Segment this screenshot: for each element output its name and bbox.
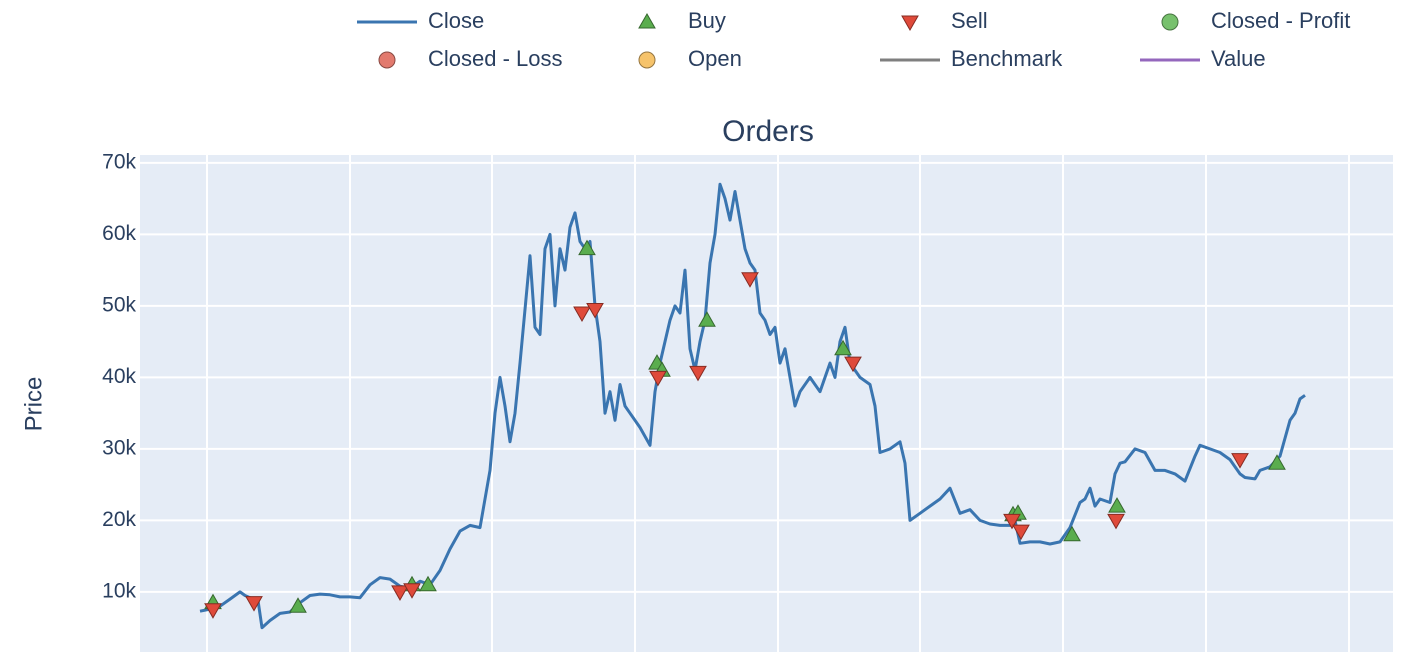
legend-label: Closed - Profit bbox=[1211, 8, 1350, 33]
order-marker bbox=[1268, 454, 1286, 470]
order-marker bbox=[689, 365, 707, 382]
order-marker bbox=[1107, 513, 1125, 530]
order-marker bbox=[586, 302, 604, 319]
order-marker bbox=[834, 339, 852, 356]
order-marker bbox=[1003, 513, 1021, 530]
legend-label: Buy bbox=[688, 8, 726, 33]
y-tick-label: 50k bbox=[102, 293, 136, 316]
order-marker bbox=[578, 239, 596, 256]
y-tick-label: 20k bbox=[102, 508, 136, 531]
y-tick-label: 30k bbox=[102, 436, 136, 459]
y-tick-label: 60k bbox=[102, 222, 136, 245]
legend-item: Close bbox=[357, 8, 484, 33]
order-marker bbox=[419, 575, 437, 592]
legend-label: Benchmark bbox=[951, 46, 1063, 71]
order-marker bbox=[649, 370, 667, 387]
legend-label: Value bbox=[1211, 46, 1266, 71]
legend-item: Benchmark bbox=[880, 46, 1063, 71]
y-tick-label: 10k bbox=[102, 579, 136, 602]
legend-swatch bbox=[1161, 13, 1179, 31]
y-axis-label: Price bbox=[20, 377, 47, 432]
close-line bbox=[199, 182, 1306, 630]
legend-item: Buy bbox=[638, 8, 726, 33]
order-marker bbox=[573, 306, 591, 323]
legend-label: Open bbox=[688, 46, 742, 71]
legend-item: Open bbox=[638, 46, 742, 71]
chart-title: Orders bbox=[722, 115, 814, 148]
y-tick-label: 40k bbox=[102, 365, 136, 388]
legend-swatch bbox=[378, 51, 396, 69]
legend-label: Sell bbox=[951, 8, 988, 33]
legend-item: Closed - Profit bbox=[1161, 8, 1350, 33]
plot-background bbox=[140, 155, 1393, 652]
legend-swatch bbox=[638, 51, 656, 69]
legend-item: Value bbox=[1140, 46, 1266, 71]
legend-label: Close bbox=[428, 8, 484, 33]
order-marker bbox=[698, 311, 716, 327]
order-marker bbox=[1063, 525, 1081, 542]
order-marker bbox=[403, 583, 421, 599]
legend-swatch bbox=[638, 12, 656, 29]
order-marker bbox=[391, 585, 409, 601]
order-marker bbox=[844, 356, 862, 373]
legend-item: Sell bbox=[901, 8, 988, 33]
legend-label: Closed - Loss bbox=[428, 46, 563, 71]
legend-swatch bbox=[901, 15, 919, 32]
legend-item: Closed - Loss bbox=[378, 46, 563, 71]
y-tick-label: 70k bbox=[102, 150, 136, 173]
order-marker bbox=[1012, 524, 1030, 541]
order-marker bbox=[741, 272, 759, 288]
order-marker bbox=[204, 603, 222, 619]
order-marker bbox=[289, 597, 307, 613]
order-marker bbox=[1108, 497, 1126, 513]
order-marker bbox=[245, 596, 263, 612]
order-marker bbox=[1231, 453, 1249, 469]
